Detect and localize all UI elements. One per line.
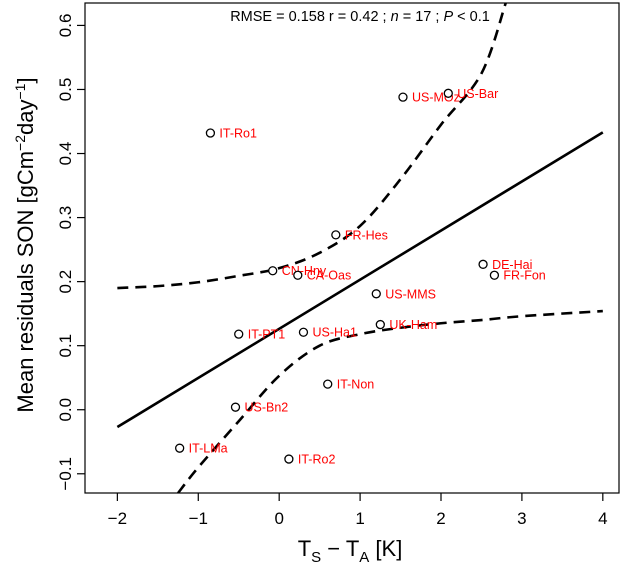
data-point [331, 230, 341, 240]
stats-annotation: RMSE = 0.158 r = 0.42 ; n = 17 ; P < 0.1 [230, 9, 490, 25]
data-point-label: UK-Ham [389, 318, 437, 332]
data-point-label: FR-Fon [503, 269, 545, 283]
data-point [375, 319, 385, 330]
plot-frame [84, 2, 620, 494]
y-title-main: Mean residuals SON [gCm [13, 151, 38, 413]
data-point [371, 289, 381, 299]
x-axis-title: TS − TA [K] [298, 536, 403, 566]
data-point-label: US-MMS [385, 287, 436, 301]
data-point-label: IT-LMa [189, 442, 228, 456]
y-tick-label: 0.4 [56, 142, 75, 166]
y-tick-label: 0.1 [56, 334, 75, 358]
x-tick-label: −1 [189, 509, 208, 528]
data-point [489, 270, 500, 280]
ci-upper-curve [117, 3, 507, 290]
data-point-label: DE-Hai [492, 258, 532, 272]
data-point [478, 259, 488, 269]
y-title-sup2: −1 [12, 83, 28, 99]
y-tick-label: 0.6 [56, 14, 75, 38]
data-point-label: CN-Hny [282, 264, 327, 278]
stats-p-symbol: P [443, 9, 453, 25]
x-tick-label: −2 [108, 509, 127, 528]
plot-area: −2 −1 0 1 2 3 4 −0.1 0.0 0.1 0.2 0.3 0.4 0.5 0.6 IT-Ro1… [56, 2, 620, 528]
data-point [205, 128, 216, 138]
data-point-label: US-Bn2 [244, 401, 288, 415]
y-title-tail: ] [13, 77, 38, 83]
y-title-sup1: −2 [12, 135, 28, 151]
stats-n-value: = 17 ; [399, 9, 444, 25]
data-point [284, 454, 294, 464]
x-title-sub2: A [359, 549, 369, 566]
y-title-mid: day [13, 99, 38, 134]
data-point [298, 327, 309, 337]
data-point-label: IT-Non [337, 378, 375, 392]
x-tick-label: 3 [517, 509, 526, 528]
data-point-label: US-Bar [457, 87, 498, 101]
data-point [293, 270, 303, 280]
regression-line [116, 131, 604, 429]
data-point-label: IT-Ro1 [219, 127, 257, 141]
x-title-tail: [K] [369, 536, 402, 561]
stats-prefix: RMSE = 0.158 r = 0.42 ; [230, 9, 390, 25]
x-title-main: T [298, 536, 311, 561]
x-title-mid: − T [321, 536, 359, 561]
x-title-sub1: S [311, 549, 321, 566]
data-point-label: CA-Oas [307, 269, 351, 283]
x-tick-label: 1 [355, 509, 364, 528]
data-point [234, 329, 244, 339]
data-point-label: IT-Ro2 [298, 453, 336, 467]
y-tick-label: 0.5 [56, 78, 75, 102]
data-point-label: US-Ha1 [312, 326, 357, 340]
data-point [175, 443, 185, 453]
data-point-label: FR-Hes [345, 228, 388, 242]
y-tick-label: 0.0 [56, 398, 75, 422]
y-tick-label: −0.1 [56, 457, 75, 491]
x-tick-label: 0 [274, 509, 283, 528]
data-point [230, 402, 241, 412]
y-tick-label: 0.3 [56, 206, 75, 230]
y-axis-title: Mean residuals SON [gCm−2day−1] [12, 77, 38, 412]
x-tick-label: 2 [436, 509, 445, 528]
y-tick-label: 0.2 [56, 270, 75, 294]
stats-p-value: < 0.1 [453, 9, 490, 25]
data-point [323, 379, 333, 389]
data-point [268, 266, 278, 276]
data-point [443, 88, 453, 98]
stats-n-symbol: n [391, 9, 399, 25]
x-tick-label: 4 [598, 509, 607, 528]
data-point-label: IT-PT1 [248, 328, 286, 342]
ci-lower-curve [177, 309, 603, 493]
data-point [398, 92, 408, 102]
